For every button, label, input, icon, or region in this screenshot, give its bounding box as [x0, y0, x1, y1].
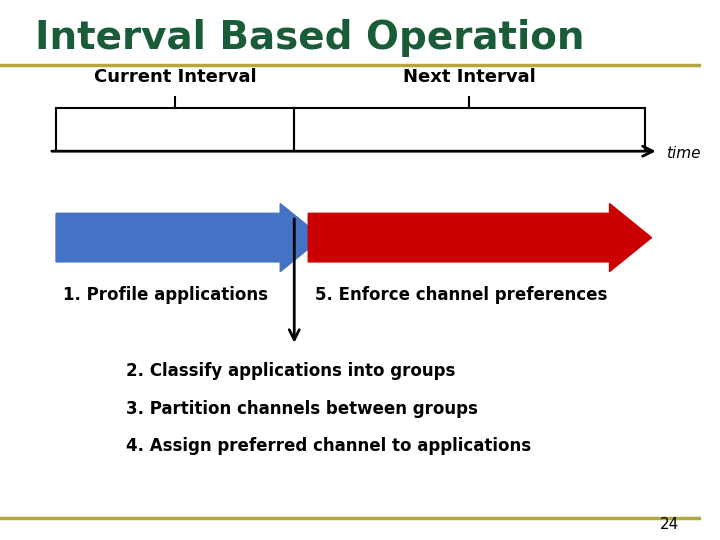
Text: 3. Partition channels between groups: 3. Partition channels between groups [126, 400, 478, 417]
Text: 2. Classify applications into groups: 2. Classify applications into groups [126, 362, 456, 380]
FancyArrow shape [308, 204, 652, 272]
Text: 5. Enforce channel preferences: 5. Enforce channel preferences [315, 286, 608, 304]
Text: time: time [665, 146, 700, 161]
Text: 24: 24 [660, 517, 680, 532]
Text: Interval Based Operation: Interval Based Operation [35, 19, 585, 57]
Text: 1. Profile applications: 1. Profile applications [63, 286, 268, 304]
Text: Current Interval: Current Interval [94, 69, 256, 86]
Text: Next Interval: Next Interval [403, 69, 536, 86]
FancyArrow shape [56, 204, 323, 272]
Text: 4. Assign preferred channel to applications: 4. Assign preferred channel to applicati… [126, 437, 531, 455]
